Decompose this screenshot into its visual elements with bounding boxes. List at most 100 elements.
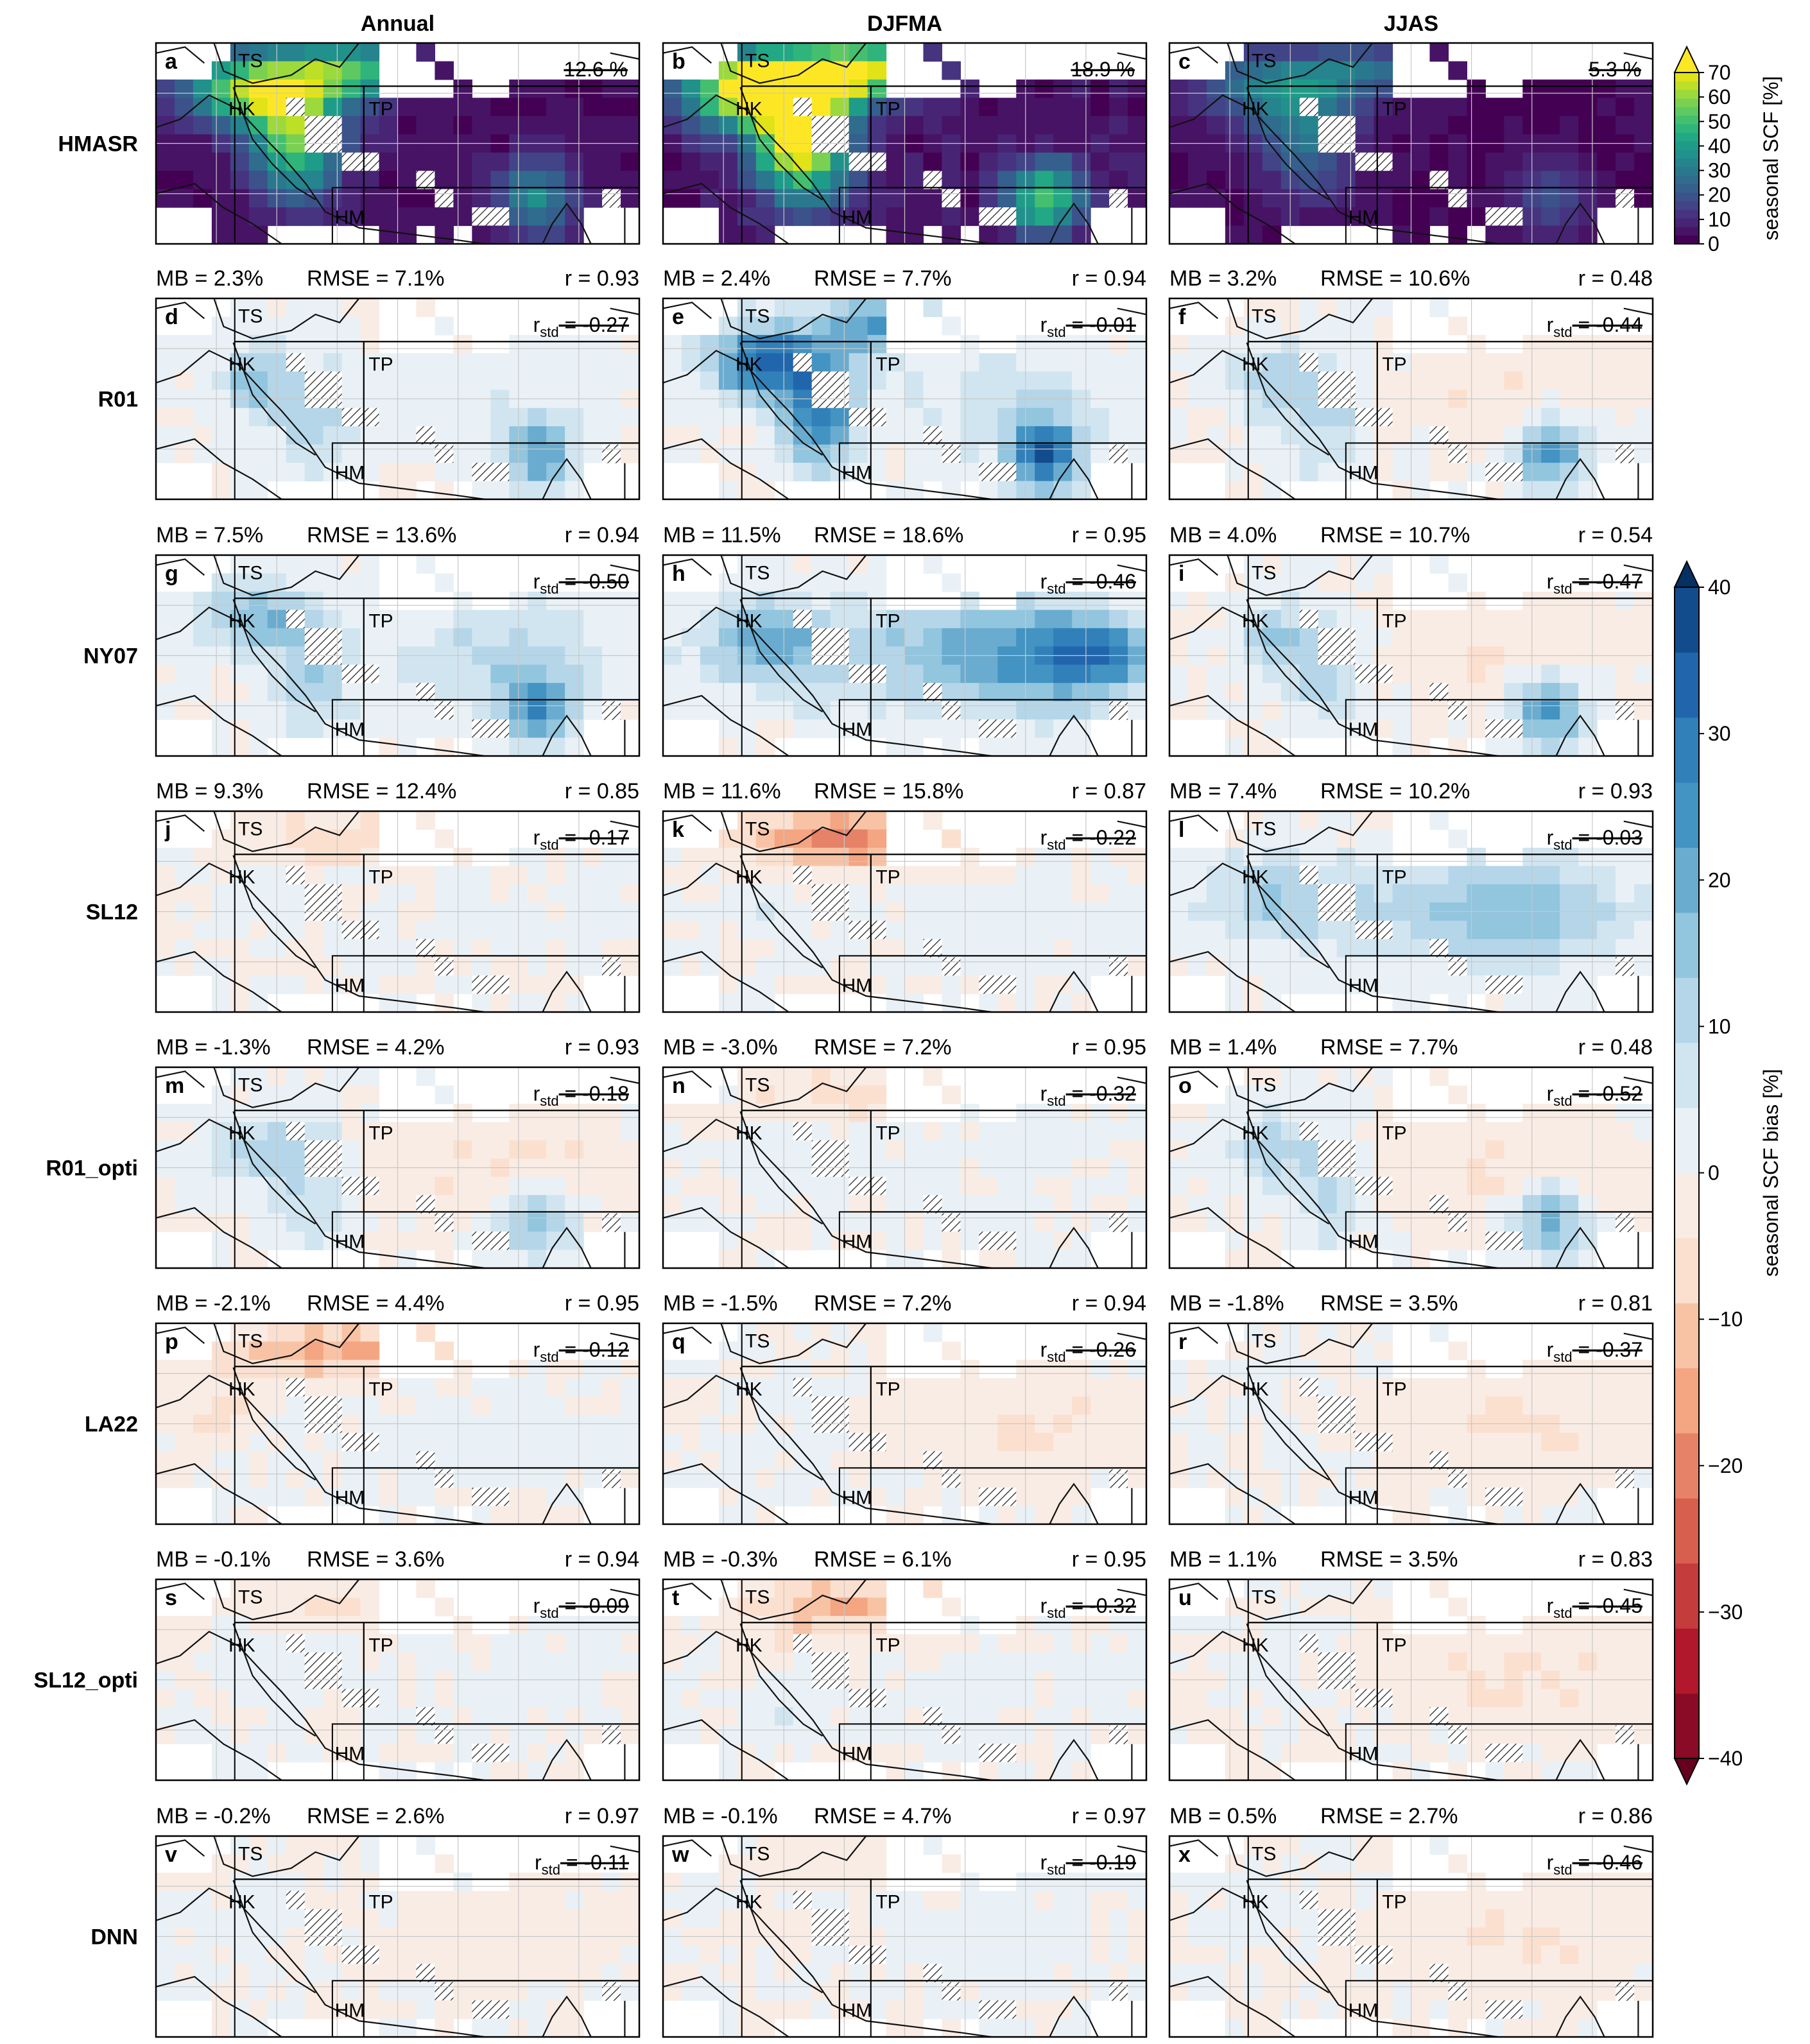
grid-cell xyxy=(737,371,757,390)
grid-cell xyxy=(230,829,250,848)
grid-cell xyxy=(621,1652,640,1671)
grid-cell xyxy=(1128,408,1147,427)
grid-cell xyxy=(737,1323,757,1343)
grid-cell xyxy=(942,1213,961,1232)
grid-cell xyxy=(1053,939,1073,958)
grid-cell xyxy=(1299,829,1319,848)
grid-cell xyxy=(602,1103,621,1122)
grid-cell xyxy=(700,920,720,940)
grid-cell xyxy=(323,628,343,647)
grid-cell xyxy=(886,884,906,903)
grid-cell xyxy=(453,1488,472,1507)
grid-cell xyxy=(490,1762,510,1781)
grid-cell xyxy=(1597,866,1616,885)
grid-cell xyxy=(341,701,361,720)
grid-cell xyxy=(979,1140,998,1159)
grid-cell xyxy=(1374,1085,1393,1104)
grid-cell xyxy=(230,426,250,445)
grid-cell xyxy=(1169,1396,1189,1415)
grid-cell xyxy=(1243,371,1263,390)
grid-cell xyxy=(341,683,361,702)
region-label-hm: HM xyxy=(842,1232,872,1253)
grid-cell xyxy=(793,1359,813,1378)
grid-cell xyxy=(1090,683,1110,702)
grid-cell xyxy=(583,1103,603,1122)
grid-cell xyxy=(397,1652,417,1671)
grid-cell xyxy=(960,152,979,171)
grid-cell xyxy=(583,408,603,427)
grid-cell xyxy=(1634,408,1653,427)
region-label-ts: TS xyxy=(745,819,770,840)
grid-cell xyxy=(1616,426,1635,445)
grid-cell xyxy=(1299,189,1319,208)
grid-cell xyxy=(211,1103,231,1122)
grid-cell xyxy=(1109,1469,1128,1488)
grid-cell xyxy=(341,1634,361,1653)
grid-cell xyxy=(1392,1140,1412,1159)
grid-cell xyxy=(1318,555,1338,574)
grid-cell xyxy=(174,610,194,629)
grid-cell xyxy=(681,884,701,903)
grid-cell xyxy=(397,1432,417,1452)
row-label: NY07 xyxy=(83,644,138,669)
grid-cell xyxy=(1109,1451,1128,1470)
grid-cell xyxy=(700,116,720,135)
grid-cell xyxy=(341,920,361,940)
grid-cell xyxy=(341,116,361,135)
grid-cell xyxy=(737,316,757,336)
grid-cell xyxy=(960,664,979,683)
grid-cell xyxy=(1225,225,1245,245)
grid-cell xyxy=(174,1140,194,1159)
grid-cell xyxy=(1634,116,1653,135)
grid-cell xyxy=(1467,98,1486,117)
grid-cell xyxy=(621,939,640,958)
grid-cell xyxy=(1090,444,1110,463)
grid-cell xyxy=(286,628,306,647)
grid-cell xyxy=(1299,719,1319,739)
grid-cell xyxy=(1560,334,1579,354)
grid-cell xyxy=(942,444,961,463)
grid-cell xyxy=(602,1615,621,1635)
grid-cell xyxy=(997,920,1017,940)
grid-cell xyxy=(811,866,831,885)
grid-cell xyxy=(621,591,640,610)
grid-cell xyxy=(1169,920,1189,940)
grid-cell xyxy=(979,683,998,702)
grid-cell xyxy=(718,408,738,427)
grid-cell xyxy=(528,171,547,190)
grid-cell xyxy=(565,628,584,647)
grid-cell xyxy=(1485,628,1504,647)
grid-cell xyxy=(1053,1195,1073,1214)
grid-cell xyxy=(1262,1122,1282,1141)
grid-cell xyxy=(737,1195,757,1214)
grid-cell xyxy=(960,426,979,445)
grid-cell xyxy=(583,1122,603,1141)
grid-cell xyxy=(379,1195,399,1214)
grid-cell xyxy=(1504,463,1523,482)
grid-cell xyxy=(230,1396,250,1415)
grid-cell xyxy=(1578,1359,1598,1378)
grid-cell xyxy=(472,1432,491,1452)
grid-cell xyxy=(1299,701,1319,720)
grid-cell xyxy=(435,463,454,482)
grid-cell xyxy=(248,1195,268,1214)
grid-cell xyxy=(1578,1396,1598,1415)
grid-cell xyxy=(1597,1140,1616,1159)
grid-cell xyxy=(1225,1250,1245,1269)
border-line xyxy=(1169,94,1499,245)
grid-cell xyxy=(286,43,306,62)
grid-cell xyxy=(1578,225,1598,245)
grid-cell xyxy=(286,1359,306,1378)
grid-cell xyxy=(472,1762,491,1781)
grid-cell xyxy=(923,1396,943,1415)
grid-cell xyxy=(583,1451,603,1470)
grid-cell xyxy=(1429,189,1449,208)
grid-cell xyxy=(1299,1213,1319,1232)
grid-cell xyxy=(1262,1195,1282,1214)
grid-cell xyxy=(923,1122,943,1141)
grid-cell xyxy=(1072,939,1091,958)
grid-cell xyxy=(490,481,510,500)
grid-cell xyxy=(1206,426,1226,445)
grid-cell xyxy=(546,1469,565,1488)
grid-cell xyxy=(1090,884,1110,903)
